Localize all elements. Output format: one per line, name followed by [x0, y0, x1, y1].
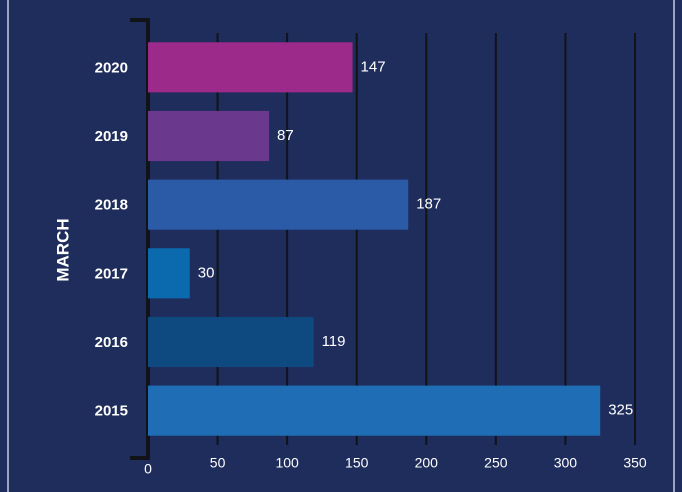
- bar: [148, 385, 601, 436]
- value-label: 119: [322, 333, 346, 350]
- x-tick-label: 350: [623, 455, 647, 471]
- value-label: 30: [198, 264, 215, 281]
- bar: [148, 316, 314, 368]
- value-label: 147: [361, 58, 386, 75]
- value-label: 325: [608, 402, 633, 419]
- y-tick-label: 2018: [95, 197, 128, 214]
- x-tick-label: 300: [554, 455, 578, 471]
- bar: [148, 110, 270, 162]
- y-tick-label: 2015: [95, 403, 128, 420]
- bar: [148, 248, 190, 299]
- x-tick-label: 150: [345, 455, 369, 471]
- y-tick-label: 2019: [95, 128, 128, 145]
- x-tick-label: 250: [484, 455, 508, 471]
- value-label: 87: [277, 127, 294, 144]
- x-tick-label: 0: [144, 461, 152, 477]
- x-tick-label: 200: [415, 455, 439, 471]
- bar: [148, 42, 353, 93]
- x-tick-label: 50: [210, 455, 226, 471]
- bar: [148, 179, 409, 230]
- y-axis: [130, 18, 150, 460]
- y-tick-label: 2020: [95, 59, 128, 76]
- y-tick-label: 2017: [95, 265, 128, 282]
- y-axis-label: MARCH: [53, 218, 72, 281]
- value-label: 187: [416, 196, 441, 213]
- x-tick-label: 100: [275, 455, 299, 471]
- y-tick-label: 2016: [95, 334, 128, 351]
